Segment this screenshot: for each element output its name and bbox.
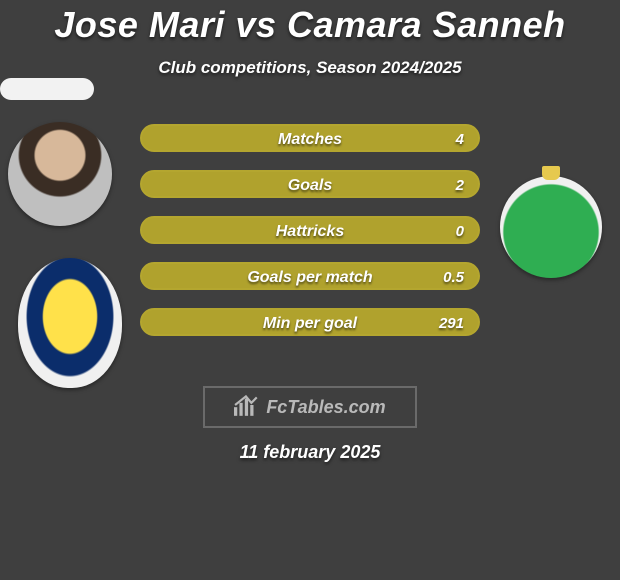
player2-name: Camara Sanneh: [287, 4, 566, 45]
player1-photo: [8, 122, 112, 226]
date-caption: 11 february 2025: [0, 442, 620, 463]
metrics-list: Matches 4 Goals 2 Hattricks 0 Goals per …: [140, 124, 480, 354]
metric-row: Goals 2: [140, 170, 480, 198]
metric-row: Hattricks 0: [140, 216, 480, 244]
metric-value: 0: [456, 218, 464, 246]
subtitle: Club competitions, Season 2024/2025: [0, 58, 620, 78]
metric-label: Goals per match: [142, 264, 478, 292]
watermark-text: FcTables.com: [266, 397, 385, 418]
metric-label: Goals: [142, 172, 478, 200]
watermark: FcTables.com: [203, 386, 417, 428]
metric-value: 4: [456, 126, 464, 154]
metric-value: 2: [456, 172, 464, 200]
metric-label: Min per goal: [142, 310, 478, 338]
player1-name: Jose Mari: [54, 4, 225, 45]
metric-label: Matches: [142, 126, 478, 154]
metric-value: 291: [439, 310, 464, 338]
metric-label: Hattricks: [142, 218, 478, 246]
comparison-card: Jose Mari vs Camara Sanneh Club competit…: [0, 0, 620, 580]
vs-separator: vs: [225, 4, 287, 45]
metric-row: Min per goal 291: [140, 308, 480, 336]
bar-chart-icon: [234, 394, 260, 421]
page-title: Jose Mari vs Camara Sanneh: [0, 4, 620, 46]
metric-row: Matches 4: [140, 124, 480, 152]
player1-club-crest: [18, 258, 122, 388]
player2-photo: [0, 78, 94, 100]
metric-value: 0.5: [443, 264, 464, 292]
metric-row: Goals per match 0.5: [140, 262, 480, 290]
player2-club-crest: [500, 176, 602, 278]
